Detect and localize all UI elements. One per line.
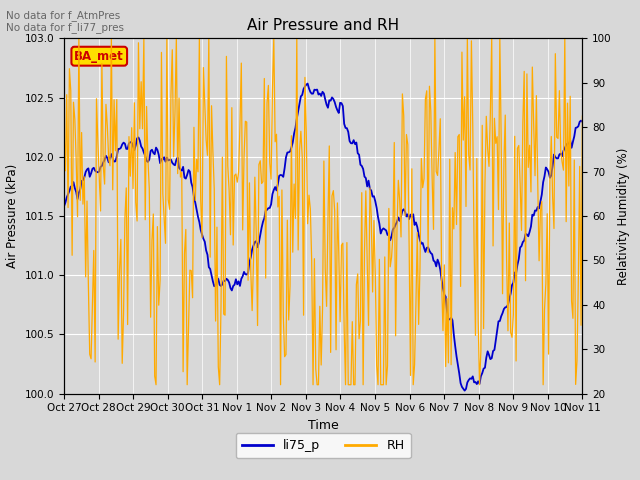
Text: BA_met: BA_met	[74, 50, 124, 63]
Y-axis label: Air Pressure (kPa): Air Pressure (kPa)	[6, 164, 19, 268]
Y-axis label: Relativity Humidity (%): Relativity Humidity (%)	[618, 147, 630, 285]
Title: Air Pressure and RH: Air Pressure and RH	[247, 18, 399, 33]
Text: No data for f_AtmPres
No data for f_li77_pres: No data for f_AtmPres No data for f_li77…	[6, 10, 124, 33]
X-axis label: Time: Time	[308, 419, 339, 432]
Legend: li75_p, RH: li75_p, RH	[236, 433, 411, 458]
